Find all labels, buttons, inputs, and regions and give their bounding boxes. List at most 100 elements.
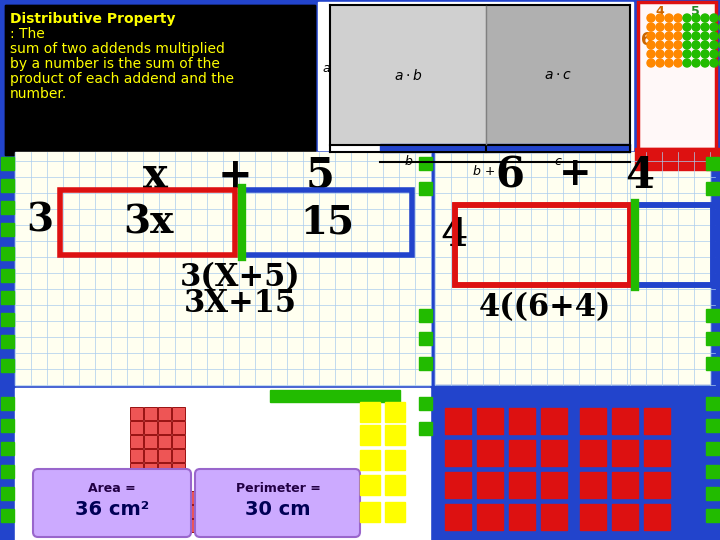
Bar — [186, 505, 199, 518]
Circle shape — [665, 32, 673, 40]
Circle shape — [656, 59, 664, 67]
Text: x: x — [143, 155, 168, 197]
Text: 3x: 3x — [123, 204, 174, 242]
Bar — [1, 269, 14, 282]
Circle shape — [701, 14, 709, 22]
Bar — [419, 182, 432, 195]
Bar — [635, 148, 720, 170]
Bar — [435, 385, 720, 540]
Bar — [172, 449, 185, 462]
Bar — [172, 519, 185, 532]
Circle shape — [692, 14, 700, 22]
Bar — [509, 408, 535, 434]
Bar — [385, 402, 405, 422]
Bar — [1, 335, 14, 348]
Bar — [380, 144, 630, 152]
Circle shape — [701, 23, 709, 31]
Circle shape — [647, 50, 655, 58]
Text: $a \cdot c$: $a \cdot c$ — [544, 68, 572, 82]
FancyBboxPatch shape — [195, 469, 360, 537]
Bar — [477, 472, 503, 498]
FancyBboxPatch shape — [33, 469, 191, 537]
Bar — [144, 519, 157, 532]
Circle shape — [656, 41, 664, 49]
Circle shape — [710, 41, 718, 49]
Bar — [1, 179, 14, 192]
Bar — [541, 408, 567, 434]
Circle shape — [674, 59, 682, 67]
Text: sum of two addends multiplied: sum of two addends multiplied — [10, 42, 225, 56]
Bar — [435, 152, 630, 385]
Bar — [706, 182, 719, 195]
Bar — [200, 491, 213, 504]
Circle shape — [692, 23, 700, 31]
Bar — [1, 397, 14, 410]
Text: 4: 4 — [626, 155, 654, 197]
Bar — [144, 491, 157, 504]
Bar — [331, 6, 486, 144]
Bar — [158, 477, 171, 490]
Circle shape — [701, 50, 709, 58]
Bar — [360, 425, 380, 445]
Text: by a number is the sum of the: by a number is the sum of the — [10, 57, 220, 71]
Bar — [630, 152, 710, 385]
Circle shape — [683, 41, 691, 49]
Text: 6: 6 — [641, 31, 652, 49]
Text: 5: 5 — [690, 5, 699, 18]
Bar — [706, 157, 719, 170]
Bar — [509, 440, 535, 466]
Bar — [144, 421, 157, 434]
Bar — [445, 408, 471, 434]
Circle shape — [692, 59, 700, 67]
Circle shape — [656, 14, 664, 22]
Bar — [214, 505, 227, 518]
Bar — [172, 435, 185, 448]
Bar — [1, 291, 14, 304]
Text: b: b — [404, 155, 412, 168]
Bar — [706, 309, 719, 322]
Bar — [638, 2, 716, 150]
Bar — [638, 148, 716, 160]
Bar — [580, 504, 606, 530]
Circle shape — [665, 50, 673, 58]
Bar — [419, 309, 432, 322]
Bar — [635, 205, 713, 285]
Bar — [144, 407, 157, 420]
Bar — [1, 247, 14, 260]
Bar — [644, 472, 670, 498]
Bar — [130, 407, 143, 420]
Bar — [706, 357, 719, 370]
Circle shape — [692, 32, 700, 40]
Circle shape — [710, 50, 718, 58]
Circle shape — [692, 50, 700, 58]
Bar — [419, 422, 432, 435]
Bar — [214, 491, 227, 504]
Circle shape — [692, 41, 700, 49]
Circle shape — [674, 32, 682, 40]
Bar — [186, 491, 199, 504]
Bar — [541, 440, 567, 466]
Bar — [130, 435, 143, 448]
Bar — [1, 442, 14, 455]
Circle shape — [656, 32, 664, 40]
Text: b + c: b + c — [473, 165, 507, 178]
Bar — [158, 435, 171, 448]
Circle shape — [665, 41, 673, 49]
Bar — [158, 407, 171, 420]
Text: 3: 3 — [26, 201, 53, 239]
Bar — [706, 442, 719, 455]
Bar — [419, 397, 432, 410]
Bar — [706, 487, 719, 500]
Text: number.: number. — [10, 87, 67, 101]
Text: : The: : The — [10, 27, 45, 41]
Bar — [1, 313, 14, 326]
Bar — [172, 505, 185, 518]
Circle shape — [647, 14, 655, 22]
Bar — [635, 205, 713, 285]
Bar — [5, 5, 315, 155]
Text: 4((6+4): 4((6+4) — [479, 292, 611, 323]
Bar — [445, 472, 471, 498]
Bar — [644, 440, 670, 466]
Bar — [644, 408, 670, 434]
Circle shape — [647, 59, 655, 67]
